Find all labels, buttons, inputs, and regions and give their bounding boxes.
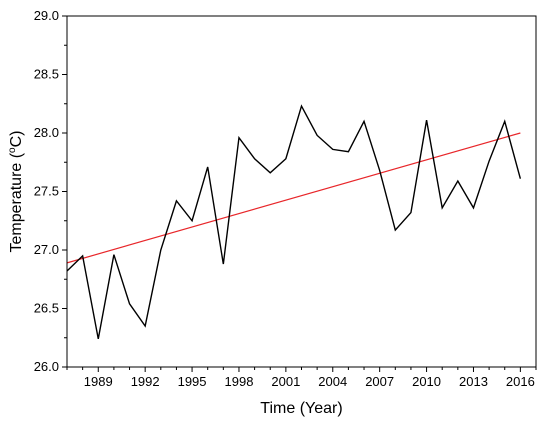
temperature-series-line bbox=[66, 104, 522, 340]
y-axis-title: Temperature (oC) bbox=[7, 130, 25, 252]
x-tick-label: 2007 bbox=[365, 374, 394, 389]
x-tick-label: 2013 bbox=[459, 374, 488, 389]
y-axis-title-superscript: o bbox=[7, 147, 18, 153]
y-tick-label: 28.0 bbox=[34, 125, 59, 140]
trend-line bbox=[66, 132, 521, 264]
y-axis-title-start: Temperature ( bbox=[8, 152, 25, 252]
x-tick-label: 2016 bbox=[506, 374, 535, 389]
y-tick-label: 27.0 bbox=[34, 242, 59, 257]
ticks: 1989 1992 1995 1998 2001 2004 2007 2010 2013 2016… bbox=[34, 8, 537, 389]
x-tick-label: 2001 bbox=[271, 374, 300, 389]
x-tick-label: 1992 bbox=[131, 374, 160, 389]
plot-area bbox=[66, 104, 522, 340]
x-tick-label: 1995 bbox=[178, 374, 207, 389]
x-tick-label: 2004 bbox=[318, 374, 347, 389]
y-tick-label: 29.0 bbox=[34, 8, 59, 23]
y-tick-label: 26.5 bbox=[34, 301, 59, 316]
x-axis-title: Time (Year) bbox=[260, 400, 342, 417]
x-tick-label: 2010 bbox=[412, 374, 441, 389]
y-tick-label: 26.0 bbox=[34, 359, 59, 374]
y-axis-title-end: C) bbox=[8, 130, 25, 147]
x-tick-label: 1989 bbox=[84, 374, 113, 389]
x-tick-label: 1998 bbox=[225, 374, 254, 389]
y-tick-label: 28.5 bbox=[34, 67, 59, 82]
y-tick-label: 27.5 bbox=[34, 184, 59, 199]
